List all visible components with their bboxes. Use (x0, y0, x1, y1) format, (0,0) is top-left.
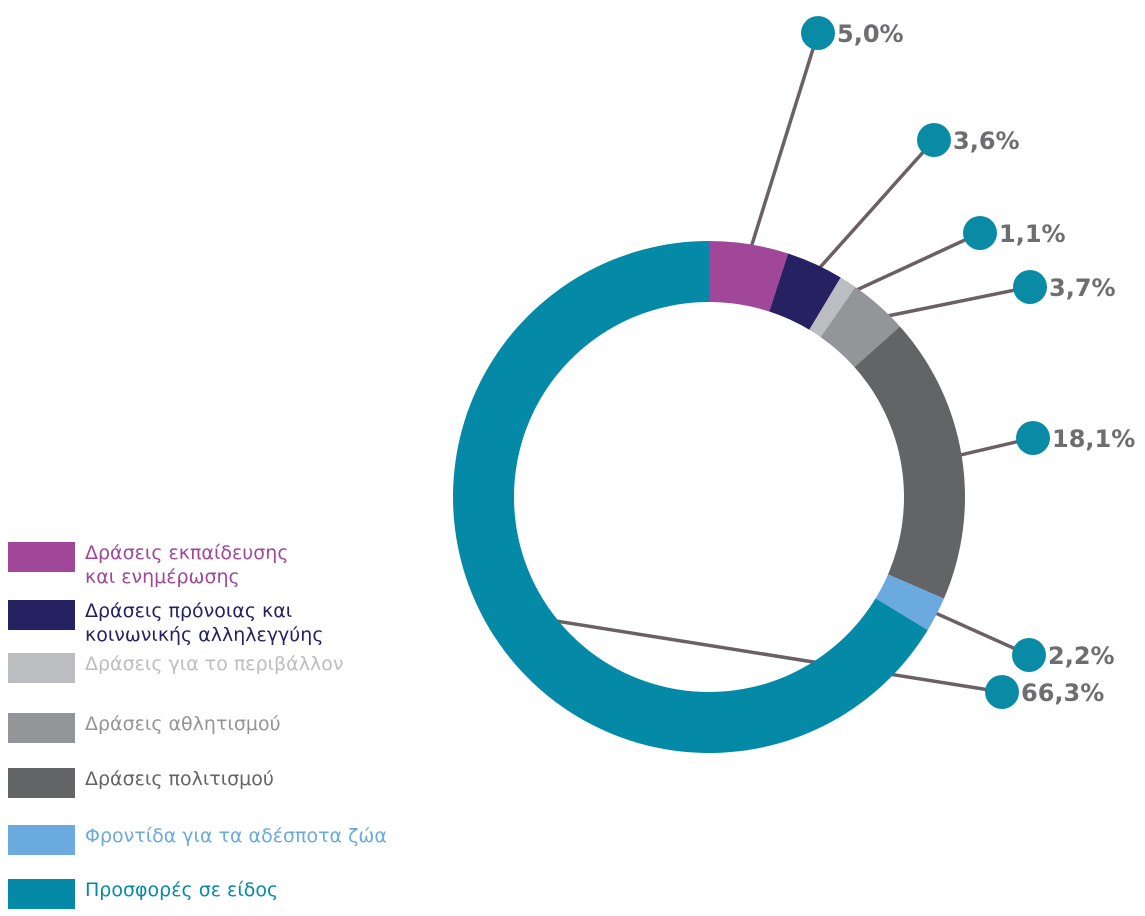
segments (453, 241, 965, 753)
value-label: 1,1% (999, 220, 1066, 248)
legend-swatch (8, 653, 75, 683)
callout-line (917, 603, 1030, 657)
callout-line (502, 610, 1003, 694)
donut-segment (854, 326, 965, 599)
callout-lines (502, 32, 1034, 694)
donut-segment (709, 241, 789, 312)
value-label: 3,6% (953, 127, 1020, 155)
callout-line (836, 231, 981, 301)
callout-dot (1013, 270, 1047, 304)
callout-line (865, 285, 1031, 323)
value-label: 66,3% (1021, 679, 1104, 707)
legend-label: Δράσεις για το περιβάλλον (85, 653, 344, 675)
legend-label: Δράσεις πολιτισμού (85, 768, 274, 790)
callout-dot (985, 675, 1019, 709)
value-label: 5,0% (837, 20, 904, 48)
legend-label: Δράσεις εκπαίδευσης και ενημέρωσης (85, 542, 289, 588)
legend-item: Δράσεις πολιτισμού (8, 768, 274, 798)
value-label: 2,2% (1048, 642, 1115, 670)
legend-item: Δράσεις για το περιβάλλον (8, 653, 343, 683)
callout-line (744, 32, 820, 265)
legend-label: Προσφορές σε είδος (85, 879, 279, 901)
legend-item: Δράσεις πρόνοιας και κοινωνικής αλληλεγγ… (8, 600, 324, 647)
legend-label: Δράσεις πρόνοιας και κοινωνικής αλληλεγγ… (85, 600, 324, 646)
legend-swatch (8, 768, 75, 798)
donut-segment (809, 277, 856, 338)
callout-line (805, 138, 936, 284)
legend-swatch (8, 600, 75, 630)
legend-item: Δράσεις εκπαίδευσης και ενημέρωσης (8, 542, 289, 589)
value-label: 3,7% (1049, 274, 1116, 302)
legend-swatch (8, 879, 75, 909)
callout-dot (917, 123, 951, 157)
legend-swatch (8, 713, 75, 743)
legend-label: Φροντίδα για τα αδέσποτα ζώα (85, 825, 387, 847)
legend-label: Δράσεις αθλητισμού (85, 713, 281, 735)
callout-dot (1012, 638, 1046, 672)
value-label: 18,1% (1052, 425, 1135, 453)
legend-item: Δράσεις αθλητισμού (8, 713, 281, 743)
callout-dot (1016, 421, 1050, 455)
legend-swatch (8, 825, 75, 855)
callout-dot (801, 16, 835, 50)
donut-segment (769, 253, 841, 330)
donut-segment (820, 287, 900, 368)
callout-dot (963, 216, 997, 250)
legend-item: Φροντίδα για τα αδέσποτα ζώα (8, 825, 387, 855)
donut-segment (875, 574, 944, 631)
legend-swatch (8, 542, 75, 572)
legend-item: Προσφορές σε είδος (8, 879, 278, 909)
